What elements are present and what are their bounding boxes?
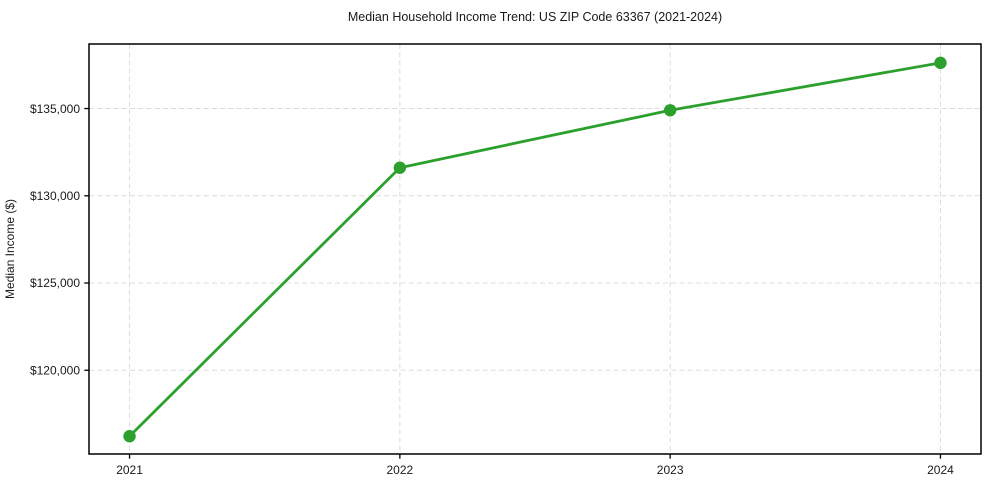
chart-title: Median Household Income Trend: US ZIP Co… — [348, 10, 722, 24]
data-point — [393, 161, 407, 174]
y-tick-label: $120,000 — [30, 363, 80, 377]
x-tick-label: 2022 — [386, 463, 413, 477]
data-point — [123, 430, 136, 443]
trend-line — [128, 61, 942, 438]
y-tick-label: $125,000 — [30, 276, 80, 290]
x-tick-label: 2021 — [116, 463, 143, 477]
x-tick-label: 2024 — [927, 463, 954, 477]
data-point — [663, 104, 677, 117]
plot-box — [88, 43, 982, 455]
y-tick-label: $130,000 — [30, 189, 80, 203]
data-point — [934, 56, 947, 70]
x-tick-label: 2023 — [657, 463, 684, 477]
y-tick-label: $135,000 — [30, 102, 80, 116]
plot-area: $120,000 $125,000 $130,000 $135,000 2021 2022… — [30, 43, 982, 477]
y-axis-label: Median Income ($) — [3, 199, 17, 299]
